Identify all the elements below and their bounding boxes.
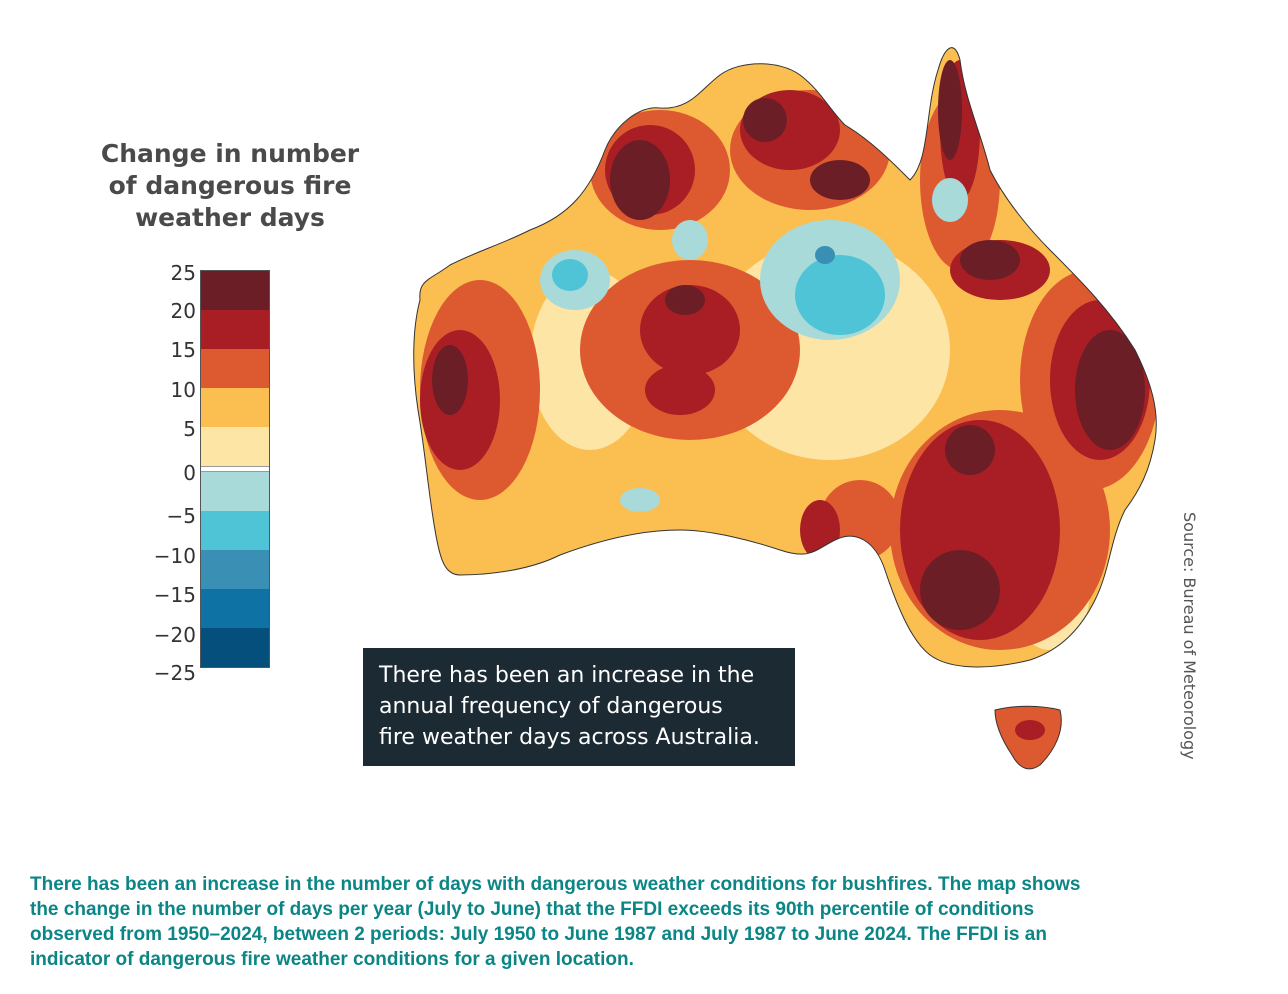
legend-title-line: weather days [135, 203, 325, 232]
legend-tick: 15 [170, 338, 196, 362]
legend-tick: −10 [153, 544, 196, 568]
legend-band-neg15-20 [201, 589, 269, 628]
legend-band-15-20 [201, 310, 269, 349]
legend-title: Change in number of dangerous fire weath… [95, 138, 365, 234]
legend-band-neg10-15 [201, 550, 269, 589]
legend-tick: 10 [170, 378, 196, 402]
source-credit: Source: Bureau of Meteorology [1180, 512, 1199, 760]
legend-title-line: Change in number [100, 139, 360, 168]
caption-line: observed from 1950–2024, between 2 perio… [30, 924, 1047, 945]
legend-band-zero [201, 466, 269, 472]
legend-tick: 0 [183, 461, 196, 485]
caption-line: indicator of dangerous fire weather cond… [30, 949, 634, 970]
figure-caption: There has been an increase in the number… [30, 872, 1258, 972]
legend-tick: 25 [170, 261, 196, 285]
callout-line: There has been an increase in the [379, 663, 755, 688]
legend-tick: −5 [166, 504, 196, 528]
coastline [413, 47, 1157, 668]
callout-line: annual frequency of dangerous [379, 694, 723, 719]
caption-line: There has been an increase in the number… [30, 874, 1081, 895]
legend-band-neg20-25 [201, 628, 269, 667]
callout-box: There has been an increase in the annual… [363, 648, 795, 766]
legend-band-neg5-10 [201, 511, 269, 550]
legend-band-0-5 [201, 427, 269, 466]
legend-tick: −25 [153, 661, 196, 685]
legend-band-5-10 [201, 388, 269, 427]
legend-color-scale [200, 270, 270, 668]
legend-band-20-25 [201, 271, 269, 310]
legend-band-10-15 [201, 349, 269, 388]
legend-band-neg0-5 [201, 472, 269, 511]
legend-tick: 5 [183, 417, 196, 441]
caption-line: the change in the number of days per yea… [30, 899, 1035, 920]
legend-tick: −20 [153, 623, 196, 647]
legend-tick: −15 [153, 583, 196, 607]
legend-title-line: of dangerous fire [108, 171, 352, 200]
legend-tick: 20 [170, 299, 196, 323]
australia-map [390, 30, 1190, 790]
callout-line: fire weather days across Australia. [379, 725, 760, 750]
